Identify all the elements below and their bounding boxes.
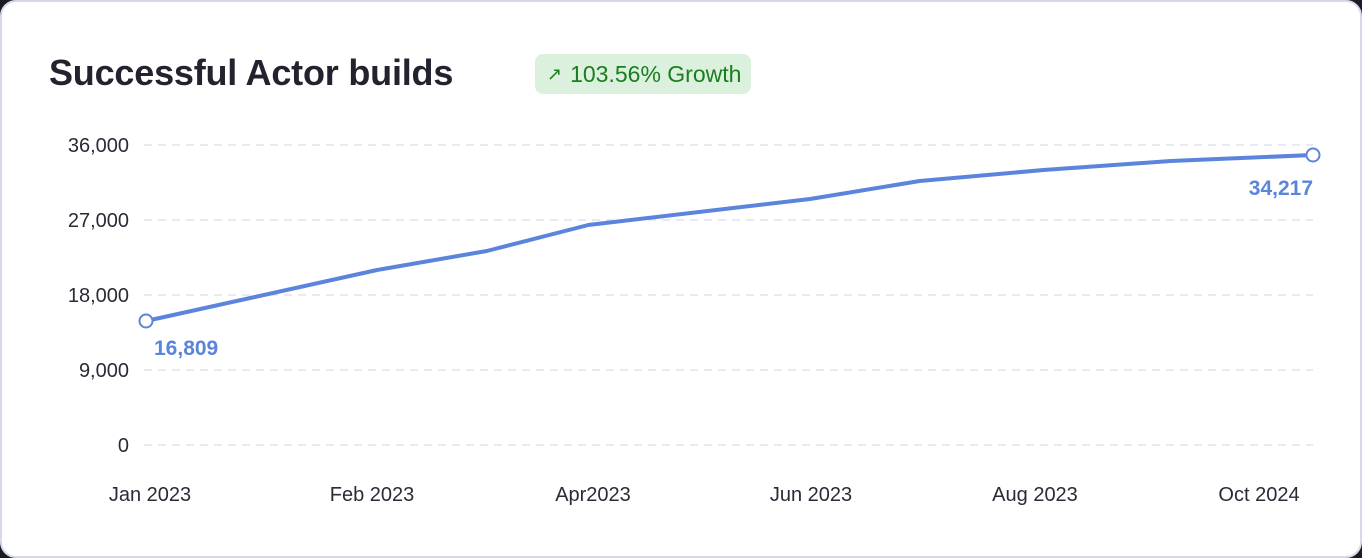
x-tick-label: Feb 2023: [330, 484, 415, 506]
start-point-marker[interactable]: [138, 313, 154, 329]
chart-title: Successful Actor builds: [49, 52, 454, 93]
growth-badge-text: 103.56% Growth: [570, 60, 742, 87]
y-axis-labels: 0 9,000 18,000 27,000 36,000: [68, 135, 129, 457]
x-tick-label: Oct 2024: [1218, 484, 1299, 506]
y-tick-label: 36,000: [68, 135, 129, 157]
y-tick-label: 0: [118, 435, 129, 457]
x-axis-labels: Jan 2023 Feb 2023 Apr2023 Jun 2023 Aug 2023 O…: [109, 484, 1300, 506]
x-tick-label: Jun 2023: [770, 484, 852, 506]
y-tick-label: 9,000: [79, 360, 129, 382]
end-value-label: 34,217: [1249, 177, 1313, 200]
x-tick-label: Apr2023: [555, 484, 631, 506]
x-tick-label: Jan 2023: [109, 484, 191, 506]
x-tick-label: Aug 2023: [992, 484, 1078, 506]
end-point-marker[interactable]: [1305, 147, 1321, 163]
start-value-label: 16,809: [154, 337, 218, 360]
y-tick-label: 27,000: [68, 210, 129, 232]
gridlines: [144, 144, 1313, 446]
y-tick-label: 18,000: [68, 285, 129, 307]
data-line: [144, 153, 1315, 323]
growth-badge: ↗ 103.56% Growth: [535, 54, 752, 94]
arrow-up-right-icon: ↗: [547, 64, 563, 84]
